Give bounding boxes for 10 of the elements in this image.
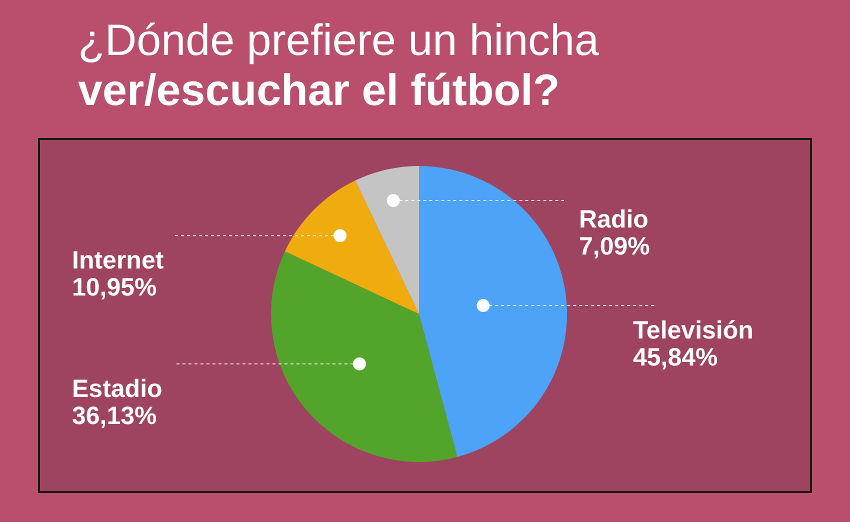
chart-title: ¿Dónde prefiere un hincha — [78, 16, 599, 66]
slice-label: Internet — [72, 246, 164, 275]
chart-subtitle: ver/escuchar el fútbol? — [78, 66, 561, 116]
data-label: 7,09% — [579, 232, 650, 261]
data-label: 36,13% — [72, 402, 157, 430]
slice-label: Televisión — [633, 316, 754, 345]
data-label: 10,95% — [72, 274, 157, 302]
slice-label: Radio — [579, 206, 648, 234]
slice-label: Estadio — [72, 374, 162, 403]
data-label: 45,84% — [633, 344, 718, 372]
